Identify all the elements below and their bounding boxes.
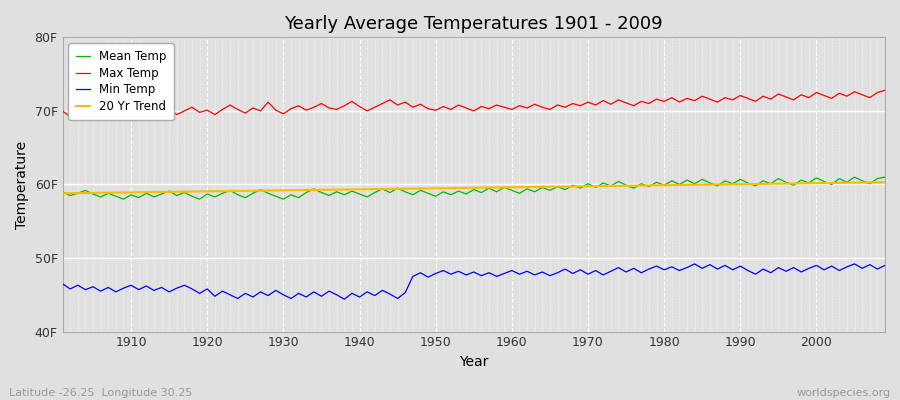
Max Temp	[879, 88, 890, 93]
Mean Temp	[126, 192, 137, 197]
Max Temp	[293, 103, 304, 108]
Max Temp	[606, 102, 616, 107]
Min Temp	[339, 297, 350, 302]
Max Temp	[57, 108, 68, 113]
X-axis label: Year: Year	[459, 355, 489, 369]
Min Temp	[606, 269, 616, 274]
Max Temp	[65, 114, 76, 119]
Max Temp	[514, 103, 525, 108]
Min Temp	[285, 296, 296, 301]
Min Temp	[118, 286, 129, 290]
Mean Temp	[293, 195, 304, 200]
Mean Temp	[849, 175, 859, 180]
Line: Min Temp: Min Temp	[62, 264, 885, 299]
Y-axis label: Temperature: Temperature	[15, 140, 29, 228]
Min Temp	[514, 272, 525, 277]
Mean Temp	[118, 197, 129, 202]
Legend: Mean Temp, Max Temp, Min Temp, 20 Yr Trend: Mean Temp, Max Temp, Min Temp, 20 Yr Tre…	[68, 43, 174, 120]
Min Temp	[879, 263, 890, 268]
Mean Temp	[879, 175, 890, 180]
Line: Mean Temp: Mean Temp	[62, 177, 885, 199]
Mean Temp	[514, 191, 525, 196]
Min Temp	[331, 292, 342, 297]
Mean Temp	[606, 184, 616, 188]
Title: Yearly Average Temperatures 1901 - 2009: Yearly Average Temperatures 1901 - 2009	[284, 15, 663, 33]
Line: Max Temp: Max Temp	[62, 90, 885, 117]
Text: worldspecies.org: worldspecies.org	[796, 388, 891, 398]
Mean Temp	[339, 192, 350, 197]
Mean Temp	[507, 188, 517, 193]
Max Temp	[339, 103, 350, 108]
Min Temp	[689, 262, 700, 266]
Min Temp	[507, 268, 517, 273]
Max Temp	[126, 107, 137, 112]
Text: Latitude -26.25  Longitude 30.25: Latitude -26.25 Longitude 30.25	[9, 388, 193, 398]
Min Temp	[57, 281, 68, 286]
Max Temp	[507, 107, 517, 112]
Mean Temp	[57, 190, 68, 194]
